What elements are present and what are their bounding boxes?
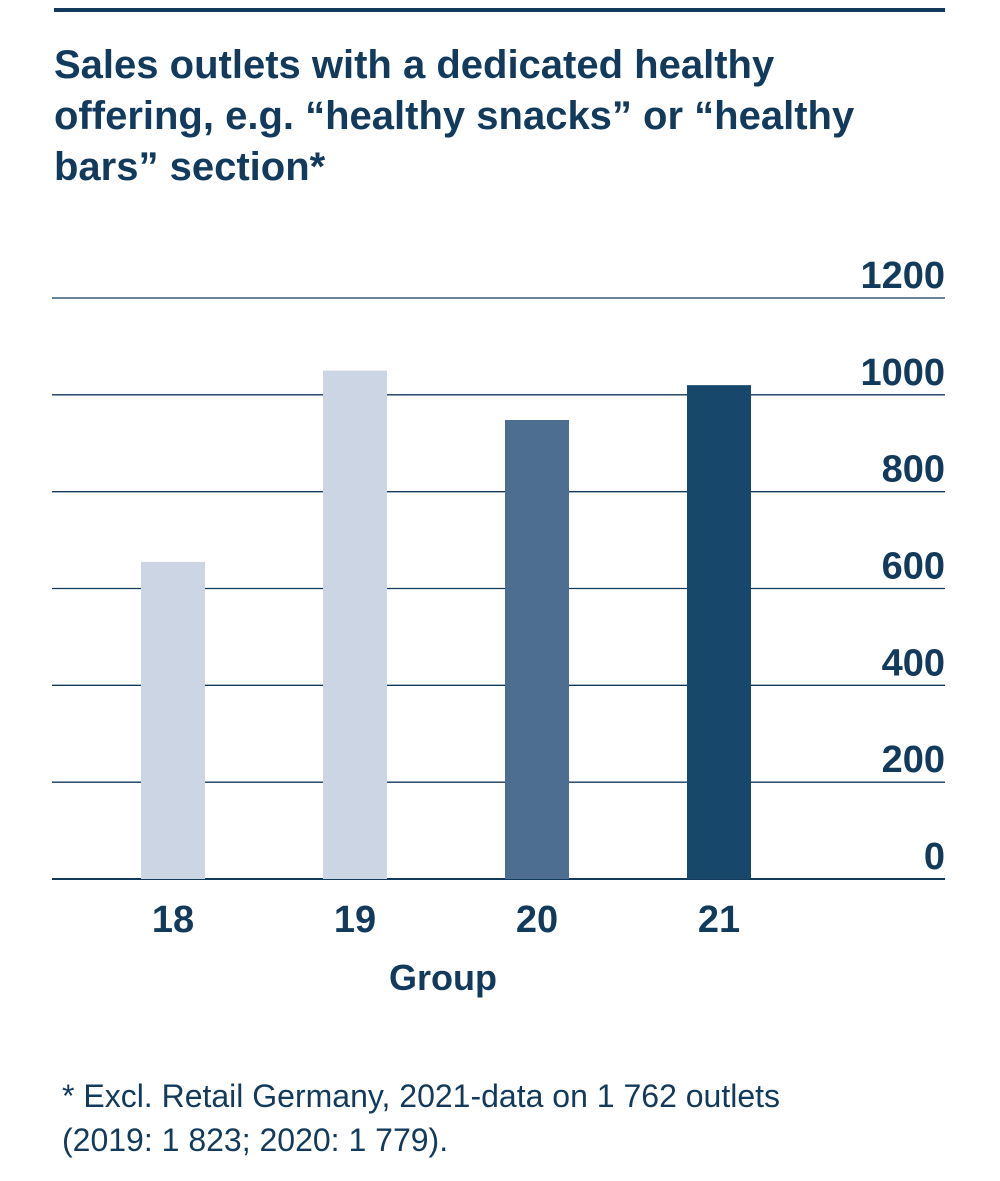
x-tick-label-18: 18 [152,899,194,941]
x-tick-label-19: 19 [334,899,376,941]
bars [141,370,751,879]
bar-20 [505,420,569,879]
x-tick-label-20: 20 [516,899,558,941]
y-tick-label-400: 400 [882,642,945,684]
x-tick-label-21: 21 [698,899,740,941]
y-tick-label-200: 200 [882,739,945,781]
bar-18 [141,561,205,879]
y-tick-label-0: 0 [924,836,945,878]
y-tick-label-600: 600 [882,546,945,588]
top-rule [54,8,945,12]
y-tick-label-1200: 1200 [860,255,945,297]
chart-title: Sales outlets with a dedicated healthy o… [54,43,855,189]
bar-19 [323,370,387,879]
y-tick-label-800: 800 [882,449,945,491]
bar-21 [687,385,751,879]
footnote-line-1: * Excl. Retail Germany, 2021-data on 1 7… [62,1078,781,1114]
footnote: * Excl. Retail Germany, 2021-data on 1 7… [62,1074,962,1162]
y-tick-labels: 0 200 400 600 800 1000 1200 [860,255,945,878]
x-axis-label: Group [389,957,497,998]
y-tick-label-1000: 1000 [860,352,945,394]
x-tick-labels: 18 19 20 21 [152,899,740,941]
footnote-line-2: (2019: 1 823; 2020: 1 779). [62,1122,449,1158]
